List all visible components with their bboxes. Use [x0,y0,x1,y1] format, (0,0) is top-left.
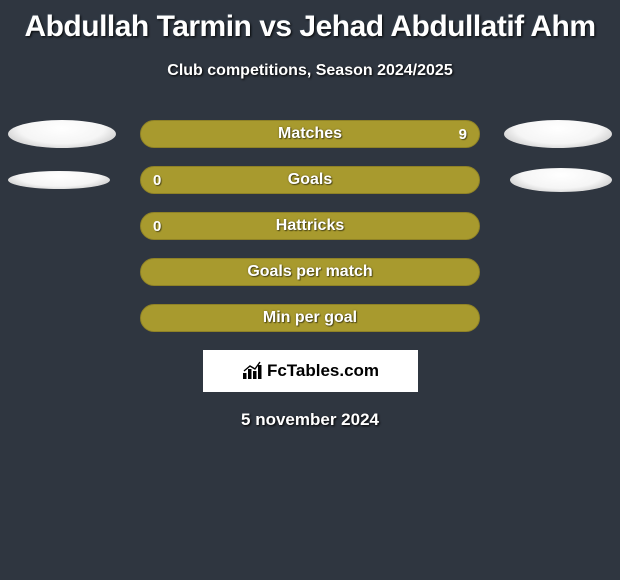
date-text: 5 november 2024 [0,410,620,430]
comparison-infographic: Abdullah Tarmin vs Jehad Abdullatif Ahm … [0,0,620,580]
page-title: Abdullah Tarmin vs Jehad Abdullatif Ahm [0,0,620,44]
stat-bar: Goals per match [140,258,480,286]
avatar-left [8,171,110,189]
logo-box: FcTables.com [203,350,418,392]
page-subtitle: Club competitions, Season 2024/2025 [0,62,620,80]
bar-chart-icon [241,361,265,381]
stat-left-value: 0 [153,218,161,235]
stat-bar: 0 Hattricks [140,212,480,240]
stat-left-value: 0 [153,172,161,189]
avatar-left [8,120,116,148]
stats-area: Matches 9 0 Goals 0 Hattricks [0,120,620,332]
stat-bar: Min per goal [140,304,480,332]
stat-bar: Matches 9 [140,120,480,148]
stat-label: Goals [288,171,332,189]
stat-right-value: 9 [459,126,467,143]
stat-label: Matches [278,125,342,143]
stat-row-goals: 0 Goals [0,166,620,194]
avatar-right [510,168,612,192]
stat-row-min-per-goal: Min per goal [0,304,620,332]
stat-row-goals-per-match: Goals per match [0,258,620,286]
stat-row-matches: Matches 9 [0,120,620,148]
stat-label: Min per goal [263,309,357,327]
stat-label: Goals per match [247,263,372,281]
stat-bar: 0 Goals [140,166,480,194]
stat-row-hattricks: 0 Hattricks [0,212,620,240]
avatar-right [504,120,612,148]
stat-label: Hattricks [276,217,344,235]
logo-text: FcTables.com [267,361,379,381]
